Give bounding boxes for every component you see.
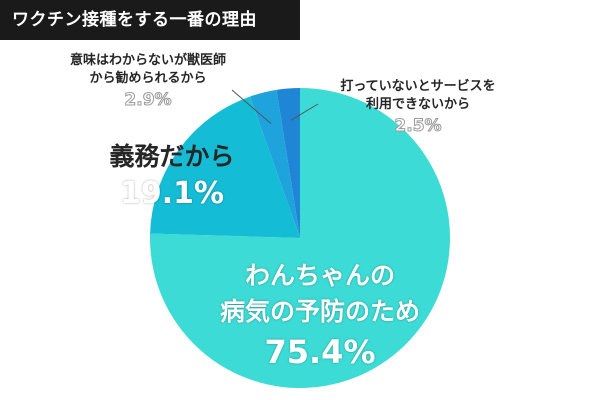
leader-line-vet (231, 89, 272, 125)
slice-label-vet-line-1: 意味はわからないが獣医師 (69, 53, 226, 68)
slice-label-service: 打っていないとサービスを 利用できないから 2.5% (308, 78, 528, 138)
slice-label-service-line-2: 利用できないから (365, 97, 470, 112)
slice-label-prevention-line-1: わんちゃんの (244, 261, 395, 290)
slice-service (276, 88, 300, 238)
slice-label-vet-line-2: から勧められるから (89, 71, 207, 86)
slice-label-prevention-line-2: 病気の予防のため (219, 297, 420, 326)
slice-value-prevention: 75.4% (264, 333, 376, 371)
slice-value-obligation: 19.1% (119, 176, 225, 211)
slice-label-obligation: 義務だから 19.1% (92, 140, 252, 214)
slice-label-obligation-text: 義務だから (109, 142, 235, 171)
slice-label-prevention: わんちゃんの 病気の予防のため 75.4% (190, 258, 450, 374)
slice-value-vet: 2.9% (124, 90, 172, 111)
slice-value-service: 2.5% (394, 116, 442, 137)
slice-label-service-line-1: 打っていないとサービスを (340, 79, 496, 94)
slice-label-vet: 意味はわからないが獣医師 から勧められるから 2.9% (38, 52, 258, 112)
slice-vet (250, 89, 300, 239)
leader-line-service (290, 103, 319, 121)
chart-title: ワクチン接種をする一番の理由 (0, 0, 300, 40)
slice-obligation (150, 96, 300, 238)
